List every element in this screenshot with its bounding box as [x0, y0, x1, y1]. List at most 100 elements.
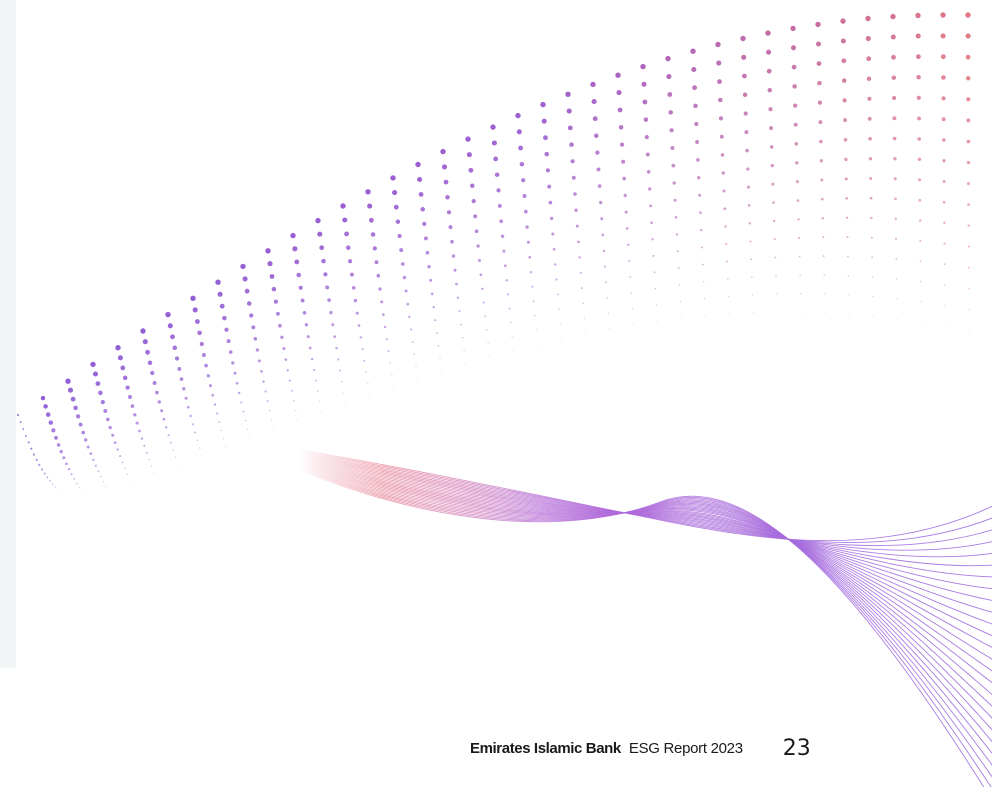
wave-strand — [299, 463, 992, 707]
pattern-dot — [353, 298, 358, 303]
pattern-dot — [437, 344, 440, 347]
pattern-dot — [817, 80, 822, 86]
pattern-dot — [915, 12, 921, 19]
pattern-dot — [113, 441, 117, 444]
pattern-dot — [967, 224, 970, 227]
pattern-dot — [497, 203, 502, 208]
pattern-dot — [820, 178, 824, 182]
pattern-dot — [67, 387, 74, 393]
pattern-dot — [284, 358, 288, 361]
pattern-dot — [351, 285, 356, 290]
pattern-dot — [374, 260, 379, 265]
wave-strand — [299, 455, 992, 590]
pattern-dot — [286, 369, 290, 372]
pattern-dot — [376, 273, 381, 278]
page-footer: Emirates Islamic Bank ESG Report 2023 23 — [470, 733, 811, 763]
pattern-dot — [142, 339, 148, 345]
pattern-dot — [62, 456, 66, 460]
pattern-dot — [896, 318, 898, 320]
pattern-dot — [841, 58, 847, 64]
pattern-dot — [867, 96, 872, 101]
pattern-dot — [130, 404, 135, 408]
pattern-dot — [746, 185, 751, 189]
pattern-dot — [694, 121, 699, 127]
pattern-dot — [941, 96, 946, 101]
pattern-dot — [226, 339, 231, 344]
pattern-dot — [51, 428, 56, 433]
pattern-dot — [703, 297, 706, 300]
pattern-dot — [554, 263, 557, 266]
pattern-dot — [98, 390, 103, 396]
pattern-dot — [544, 151, 549, 157]
pattern-dot — [966, 97, 971, 102]
pattern-dot — [622, 176, 627, 181]
pattern-dot — [718, 116, 724, 121]
pattern-dot — [865, 36, 871, 42]
pattern-dot — [150, 465, 153, 467]
pattern-dot — [84, 438, 88, 442]
pattern-dot — [382, 313, 385, 316]
pattern-dot — [641, 81, 647, 87]
pattern-dot — [724, 225, 727, 228]
pattern-dot — [891, 54, 896, 60]
pattern-dot — [222, 315, 227, 321]
pattern-dot — [775, 293, 778, 295]
pattern-dot — [296, 272, 301, 278]
pattern-dot — [247, 428, 249, 430]
pattern-dot — [343, 391, 345, 393]
pattern-dot — [775, 275, 777, 277]
pattern-dot — [264, 390, 267, 393]
pattern-dot — [965, 54, 971, 60]
pattern-dot — [651, 238, 654, 241]
pattern-dot — [415, 161, 421, 168]
dot-wave-pattern — [17, 12, 971, 493]
pattern-dot — [566, 108, 572, 114]
pattern-dot — [390, 175, 396, 181]
pattern-dot — [197, 330, 202, 336]
pattern-dot — [595, 150, 600, 155]
pattern-dot — [531, 285, 534, 288]
pattern-dot — [477, 258, 482, 263]
pattern-dot — [871, 276, 874, 278]
pattern-dot — [271, 286, 277, 292]
pattern-dot — [570, 159, 575, 164]
pattern-dot — [502, 249, 506, 253]
pattern-dot — [275, 311, 280, 316]
pattern-dot — [654, 287, 657, 290]
pattern-dot — [565, 91, 571, 98]
pattern-dot — [211, 393, 215, 397]
pattern-dot — [86, 445, 90, 449]
pattern-dot — [503, 264, 507, 268]
pattern-dot — [870, 216, 873, 220]
pattern-dot — [310, 357, 314, 361]
pattern-dot — [799, 274, 801, 276]
pattern-dot — [628, 259, 631, 263]
pattern-dot — [153, 471, 155, 473]
pattern-dot — [529, 270, 533, 274]
pattern-dot — [257, 359, 261, 363]
pattern-dot — [333, 335, 336, 338]
pattern-dot — [746, 167, 750, 171]
pattern-dot — [35, 458, 38, 462]
pattern-dot — [94, 464, 97, 467]
pattern-dot — [420, 207, 425, 212]
pattern-dot — [965, 33, 971, 39]
pattern-dot — [194, 431, 197, 434]
pattern-dot — [918, 219, 922, 222]
pattern-dot — [422, 221, 427, 227]
pattern-dot — [820, 197, 824, 201]
pattern-dot — [648, 187, 652, 191]
pattern-dot — [583, 317, 585, 319]
pattern-dot — [818, 120, 823, 125]
pattern-dot — [45, 412, 51, 417]
pattern-dot — [541, 118, 547, 124]
pattern-dot — [186, 405, 190, 409]
pattern-dot — [767, 87, 773, 93]
pattern-dot — [143, 444, 146, 447]
pattern-dot — [573, 192, 577, 196]
pattern-dot — [393, 385, 395, 387]
pattern-dot — [523, 209, 528, 214]
pattern-dot — [559, 323, 561, 325]
wave-strand — [299, 466, 992, 754]
pattern-dot — [525, 225, 529, 229]
